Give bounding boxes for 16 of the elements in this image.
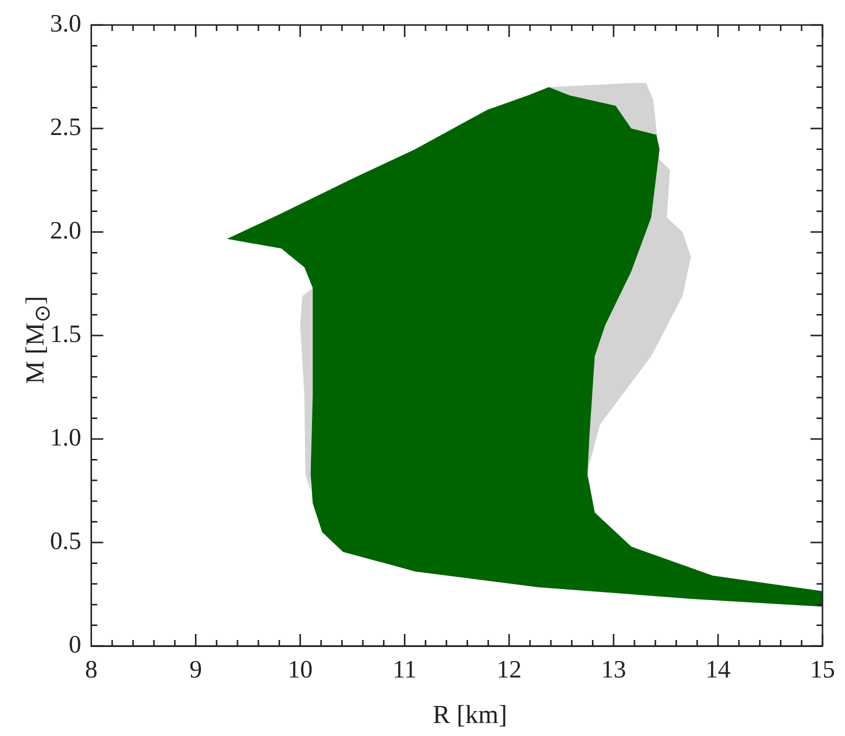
x-tick-label: 8 xyxy=(85,656,98,684)
y-tick-label: 0 xyxy=(68,632,82,659)
x-tick-label: 9 xyxy=(189,656,202,684)
y-tick-label: 1.5 xyxy=(50,321,82,348)
x-tick-label: 15 xyxy=(810,656,835,684)
y-tick-label: 1.0 xyxy=(50,424,82,452)
y-tick-label: 2.5 xyxy=(50,114,82,142)
y-tick-label: 3.0 xyxy=(50,10,82,38)
x-tick-label: 12 xyxy=(496,656,522,684)
x-tick-label: 14 xyxy=(706,656,732,684)
x-tick-label: 10 xyxy=(288,656,313,684)
x-axis-title: R [km] xyxy=(432,700,508,730)
y-tick-label: 2.0 xyxy=(50,218,82,245)
x-tick-label: 13 xyxy=(601,656,626,684)
x-tick-label: 11 xyxy=(392,656,417,684)
y-tick-label: 0.5 xyxy=(50,528,82,556)
